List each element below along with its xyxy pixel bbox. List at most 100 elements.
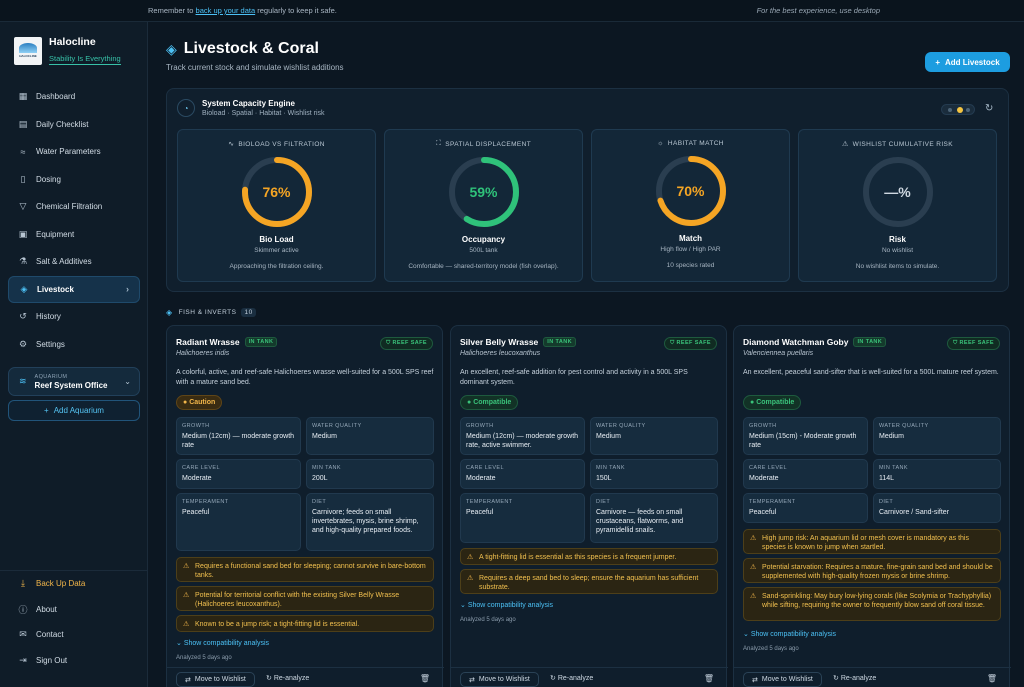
status-indicator xyxy=(941,104,975,115)
growth-attr: GROWTH Medium (12cm) — moderate growth ra… xyxy=(176,417,301,455)
fish-icon: ◈ xyxy=(20,283,28,294)
swap-icon: ⇄ xyxy=(752,676,758,684)
gauge-value: 70% xyxy=(676,183,705,199)
show-compatibility-link[interactable]: ⌄ Show compatibility analysis xyxy=(176,640,270,647)
trash-icon[interactable]: 🗑 xyxy=(703,674,714,683)
temperament-attr: TEMPERAMENT Peaceful xyxy=(743,493,868,523)
sidebar-item-equipment[interactable]: ▣ Equipment xyxy=(18,228,75,239)
backup-reminder: Remember to back up your data regularly … xyxy=(148,6,337,15)
gauge-fill xyxy=(241,157,312,227)
droplet-icon: ≈ xyxy=(20,146,26,157)
show-compatibility-link[interactable]: ⌄ Show compatibility analysis xyxy=(460,602,554,609)
dot-icon: ● xyxy=(750,399,757,406)
warning-icon: ⚠ xyxy=(183,592,190,599)
in-tank-badge: IN TANK xyxy=(244,337,278,347)
sidebar-item-daily-checklist[interactable]: ▤ Daily Checklist xyxy=(18,118,89,129)
sidebar-item-chemical-filtration[interactable]: ▽ Chemical Filtration xyxy=(19,201,103,212)
warning-icon: ⚠ xyxy=(183,563,190,570)
trash-icon[interactable]: 🗑 xyxy=(986,674,997,683)
info-icon: ⓘ xyxy=(18,604,28,615)
sidebar-item-livestock[interactable]: ◈ Livestock › xyxy=(8,275,140,303)
water-quality-attr: WATER QUALITY Medium xyxy=(306,417,434,455)
scientific-name: Halichoeres leucoxanthus xyxy=(460,350,541,357)
care-level-attr: CARE LEVEL Moderate xyxy=(176,459,301,489)
min-tank-attr: MIN TANK 114L xyxy=(873,459,1001,489)
sidebar-item-backup[interactable]: ⤓ Back Up Data xyxy=(8,571,140,597)
gauge-occupancy: ⛶ SPATIAL DISPLACEMENT 59% Occupancy 500L… xyxy=(384,129,583,282)
add-aquarium-button[interactable]: + Add Aquarium xyxy=(8,400,140,421)
warning-icon: ⚠ xyxy=(750,593,757,600)
chevron-down-icon: ⌄ xyxy=(176,640,184,647)
move-to-wishlist-button[interactable]: ⇄ Move to Wishlist xyxy=(460,672,539,687)
swap-icon: ⇄ xyxy=(185,676,191,684)
reanalyze-button[interactable]: ↻ Re-analyze xyxy=(266,675,310,682)
backup-link[interactable]: back up your data xyxy=(195,6,256,15)
brand[interactable]: HALOCLINE Halocline Stability Is Everyth… xyxy=(14,36,121,65)
brand-tagline: Stability Is Everything xyxy=(49,54,121,65)
refresh-icon[interactable]: ↻ xyxy=(985,103,994,114)
dot-icon: ● xyxy=(467,399,474,406)
sidebar-item-about[interactable]: ⓘ About xyxy=(18,604,57,615)
show-compatibility-link[interactable]: ⌄ Show compatibility analysis xyxy=(743,631,837,638)
gauge-value: 59% xyxy=(469,184,498,200)
min-tank-attr: MIN TANK 150L xyxy=(590,459,718,489)
sidebar-item-water-parameters[interactable]: ≈ Water Parameters xyxy=(8,138,140,166)
reanalyze-button[interactable]: ↻ Re-analyze xyxy=(833,675,877,682)
min-tank-attr: MIN TANK 200L xyxy=(306,459,434,489)
in-tank-badge: IN TANK xyxy=(543,337,576,347)
top-banner: Remember to back up your data regularly … xyxy=(0,0,1024,22)
sidebar-item-salt-additives[interactable]: ⚗ Salt & Additives xyxy=(18,256,92,267)
swap-icon: ⇄ xyxy=(469,676,475,684)
shield-icon: ⛉ xyxy=(670,340,677,346)
sidebar: HALOCLINE Halocline Stability Is Everyth… xyxy=(0,22,148,687)
download-icon: ⤓ xyxy=(21,578,25,589)
engine-title: System Capacity Engine xyxy=(202,99,295,108)
chevron-down-icon: ⌄ xyxy=(124,377,131,386)
shield-icon: ⛉ xyxy=(953,340,960,346)
chip-icon: ▣ xyxy=(18,228,28,239)
status-badge: ● Compatible xyxy=(460,395,519,410)
gauge-icon: ◔ xyxy=(177,99,195,117)
livestock-card: Silver Belly Wrasse IN TANK ⛉ REEF SAFE H… xyxy=(450,325,728,687)
aquarium-selector[interactable]: ≋ AQUARIUM Reef System Office ⌄ xyxy=(8,367,140,396)
move-to-wishlist-button[interactable]: ⇄ Move to Wishlist xyxy=(743,672,822,687)
add-livestock-button[interactable]: + Add Livestock xyxy=(925,52,1010,72)
care-level-attr: CARE LEVEL Moderate xyxy=(460,459,585,489)
filter-icon: ▽ xyxy=(19,201,27,212)
sidebar-item-dosing[interactable]: ▯ Dosing xyxy=(8,166,140,194)
count-badge: 10 xyxy=(241,308,256,317)
signout-icon: ⇥ xyxy=(19,654,27,665)
waves-icon: ≋ xyxy=(19,376,27,386)
beaker-icon: ⚗ xyxy=(18,256,28,267)
bioload-gauge: 76% xyxy=(239,154,315,230)
sidebar-item-history[interactable]: ↺ History xyxy=(19,311,61,322)
warning-icon: ⚠ xyxy=(467,554,474,561)
trash-icon[interactable]: 🗑 xyxy=(419,674,430,683)
fish-icon: ◈ xyxy=(166,40,177,57)
gauge-bioload: ∿ BIOLOAD VS FILTRATION 76% Bio Load Skim… xyxy=(177,129,376,282)
sidebar-item-dashboard[interactable]: ▦ Dashboard xyxy=(18,91,76,102)
gauge-fill xyxy=(448,157,519,227)
gauge-risk: ⚠ WISHLIST CUMULATIVE RISK —% Risk No wis… xyxy=(798,129,997,282)
diet-attr: DIET Carnivore — feeds on small crustacea… xyxy=(590,493,718,543)
gauge-value: 76% xyxy=(262,184,291,200)
warning-item: ⚠ Known to be a jump risk; a tight-fittin… xyxy=(176,615,434,632)
sidebar-item-contact[interactable]: ✉ Contact xyxy=(19,629,64,640)
brand-name: Halocline xyxy=(49,36,96,48)
move-to-wishlist-button[interactable]: ⇄ Move to Wishlist xyxy=(176,672,255,687)
species-description: An excellent, reef-safe addition for pes… xyxy=(460,369,688,386)
page-subtitle: Track current stock and simulate wishlis… xyxy=(166,63,344,72)
flask-icon: ▯ xyxy=(20,173,26,184)
livestock-card: Radiant Wrasse IN TANK ⛉ REEF SAFE Halich… xyxy=(166,325,444,687)
gauge-habitat: ☼ HABITAT MATCH 70% Match High flow / Hig… xyxy=(591,129,790,282)
aquarium-label: AQUARIUM xyxy=(34,373,68,380)
page-title: ◈ Livestock & Coral xyxy=(166,40,319,57)
shield-icon: ⛉ xyxy=(386,340,393,346)
sidebar-item-settings[interactable]: ⚙ Settings xyxy=(18,338,65,349)
sidebar-item-sign-out[interactable]: ⇥ Sign Out xyxy=(19,654,68,665)
analyzed-timestamp: Analyzed 5 days ago xyxy=(743,646,799,652)
warning-icon: ⚠ xyxy=(467,575,474,582)
species-description: An excellent, peaceful sand-sifter that … xyxy=(743,369,999,376)
warning-icon: ⚠ xyxy=(841,141,849,148)
reanalyze-button[interactable]: ↻ Re-analyze xyxy=(550,675,594,682)
